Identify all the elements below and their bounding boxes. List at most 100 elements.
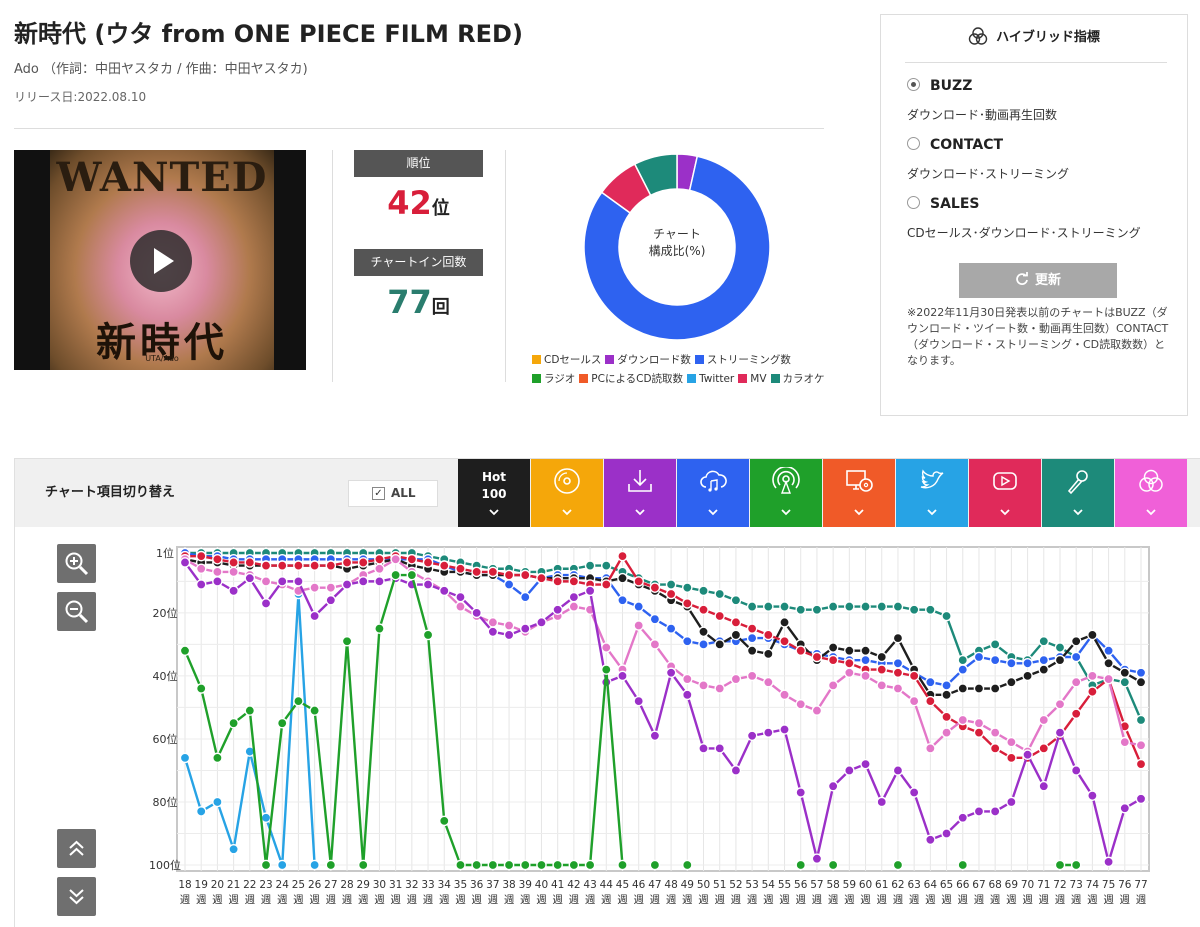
data-point[interactable] xyxy=(908,604,920,616)
data-point[interactable] xyxy=(811,853,823,864)
data-point[interactable] xyxy=(779,724,790,735)
data-point[interactable] xyxy=(212,796,223,808)
data-point[interactable] xyxy=(892,859,904,871)
data-point[interactable] xyxy=(179,557,191,568)
data-point[interactable] xyxy=(487,859,499,871)
data-point[interactable] xyxy=(260,598,272,609)
data-point[interactable] xyxy=(309,582,320,593)
data-point[interactable] xyxy=(519,591,531,603)
data-point[interactable] xyxy=(584,859,596,871)
data-point[interactable] xyxy=(568,576,580,587)
data-point[interactable] xyxy=(698,585,709,597)
data-point[interactable] xyxy=(228,557,239,568)
data-point[interactable] xyxy=(438,815,450,827)
data-point[interactable] xyxy=(1006,796,1017,808)
data-point[interactable] xyxy=(876,680,888,691)
data-point[interactable] xyxy=(957,654,969,666)
data-point[interactable] xyxy=(973,683,985,694)
data-point[interactable] xyxy=(973,717,985,729)
data-point[interactable] xyxy=(1054,654,1066,666)
tab-radio[interactable] xyxy=(750,459,822,527)
data-point[interactable] xyxy=(1038,743,1050,754)
data-point[interactable] xyxy=(973,727,985,738)
data-point[interactable] xyxy=(503,579,515,590)
data-point[interactable] xyxy=(1070,859,1082,871)
data-point[interactable] xyxy=(212,752,223,764)
data-point[interactable] xyxy=(1103,645,1114,656)
option-sales[interactable]: SALES xyxy=(907,196,980,212)
data-point[interactable] xyxy=(1022,749,1033,760)
data-point[interactable] xyxy=(341,635,353,647)
data-point[interactable] xyxy=(374,623,385,634)
data-point[interactable] xyxy=(309,560,320,571)
data-point[interactable] xyxy=(730,629,742,641)
data-point[interactable] xyxy=(1103,856,1114,868)
data-point[interactable] xyxy=(1038,635,1050,647)
tab-pc-cd[interactable] xyxy=(823,459,895,527)
data-point[interactable] xyxy=(584,560,596,571)
data-point[interactable] xyxy=(730,594,742,606)
data-point[interactable] xyxy=(357,557,369,568)
data-point[interactable] xyxy=(568,859,580,871)
data-point[interactable] xyxy=(1070,676,1082,688)
data-point[interactable] xyxy=(763,648,774,660)
data-point[interactable] xyxy=(925,743,936,754)
data-point[interactable] xyxy=(325,594,337,606)
data-point[interactable] xyxy=(957,859,969,871)
data-point[interactable] xyxy=(455,563,466,575)
data-point[interactable] xyxy=(195,683,207,694)
data-point[interactable] xyxy=(795,859,807,871)
data-point[interactable] xyxy=(309,705,320,716)
data-point[interactable] xyxy=(293,695,304,707)
data-point[interactable] xyxy=(860,645,871,656)
data-point[interactable] xyxy=(195,563,207,575)
data-point[interactable] xyxy=(957,664,969,675)
data-point[interactable] xyxy=(665,667,677,679)
data-point[interactable] xyxy=(568,591,580,603)
data-point[interactable] xyxy=(406,554,418,565)
data-point[interactable] xyxy=(876,664,888,675)
data-point[interactable] xyxy=(455,859,466,871)
data-point[interactable] xyxy=(325,859,337,871)
data-point[interactable] xyxy=(1054,698,1066,710)
data-point[interactable] xyxy=(941,727,952,738)
data-point[interactable] xyxy=(1070,635,1082,647)
data-point[interactable] xyxy=(1119,736,1131,748)
data-point[interactable] xyxy=(860,601,871,612)
data-point[interactable] xyxy=(795,787,807,798)
data-point[interactable] xyxy=(260,859,272,871)
data-point[interactable] xyxy=(795,604,807,616)
tab-hybrid[interactable] xyxy=(1115,459,1187,527)
data-point[interactable] xyxy=(617,859,628,871)
data-point[interactable] xyxy=(811,604,823,616)
data-point[interactable] xyxy=(908,670,920,682)
data-point[interactable] xyxy=(876,601,888,612)
data-point[interactable] xyxy=(746,730,758,742)
data-point[interactable] xyxy=(633,695,644,707)
data-point[interactable] xyxy=(941,828,952,839)
tab-cd-sales[interactable] xyxy=(531,459,603,527)
data-point[interactable] xyxy=(811,651,823,663)
data-point[interactable] xyxy=(957,683,969,694)
data-point[interactable] xyxy=(536,617,547,628)
data-point[interactable] xyxy=(1135,739,1147,751)
all-toggle[interactable]: ✓ ALL xyxy=(348,480,438,507)
data-point[interactable] xyxy=(1070,708,1082,720)
data-point[interactable] xyxy=(957,812,969,824)
data-point[interactable] xyxy=(1087,629,1098,641)
all-checkbox[interactable]: ✓ xyxy=(372,487,385,500)
data-point[interactable] xyxy=(503,620,515,631)
data-point[interactable] xyxy=(1103,658,1114,669)
data-point[interactable] xyxy=(471,607,482,619)
data-point[interactable] xyxy=(844,601,855,612)
data-point[interactable] xyxy=(390,569,401,581)
data-point[interactable] xyxy=(1087,790,1098,801)
data-point[interactable] xyxy=(1006,752,1017,764)
data-point[interactable] xyxy=(649,730,661,742)
data-point[interactable] xyxy=(730,673,742,685)
data-point[interactable] xyxy=(763,727,774,738)
data-point[interactable] xyxy=(714,588,726,600)
data-point[interactable] xyxy=(876,651,888,663)
data-point[interactable] xyxy=(665,588,677,600)
data-point[interactable] xyxy=(228,843,239,855)
